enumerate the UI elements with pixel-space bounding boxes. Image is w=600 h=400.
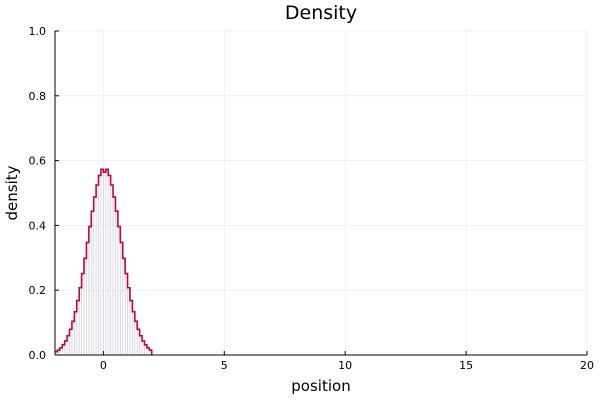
y-tick-label: 0.8 xyxy=(29,90,47,103)
y-axis-title: density xyxy=(3,165,21,220)
plot-area xyxy=(54,168,153,355)
x-tick-label: 20 xyxy=(580,359,594,372)
x-tick-label: 0 xyxy=(100,359,107,372)
y-tick-label: 0.0 xyxy=(29,349,47,362)
density-curve xyxy=(55,168,153,355)
y-tick-label: 0.6 xyxy=(29,155,47,168)
x-tick-label: 15 xyxy=(459,359,473,372)
axes: 0 5 10 15 20 0.0 0.2 0.4 0.6 0.8 1.0 xyxy=(29,25,595,372)
chart-title: Density xyxy=(285,2,357,24)
grid xyxy=(55,30,588,356)
x-tick-label: 10 xyxy=(338,359,352,372)
y-tick-label: 0.2 xyxy=(29,284,47,297)
x-axis-title: position xyxy=(291,377,350,395)
x-tick-label: 5 xyxy=(221,359,228,372)
y-tick-label: 1.0 xyxy=(29,25,47,38)
y-tick-label: 0.4 xyxy=(29,219,47,232)
